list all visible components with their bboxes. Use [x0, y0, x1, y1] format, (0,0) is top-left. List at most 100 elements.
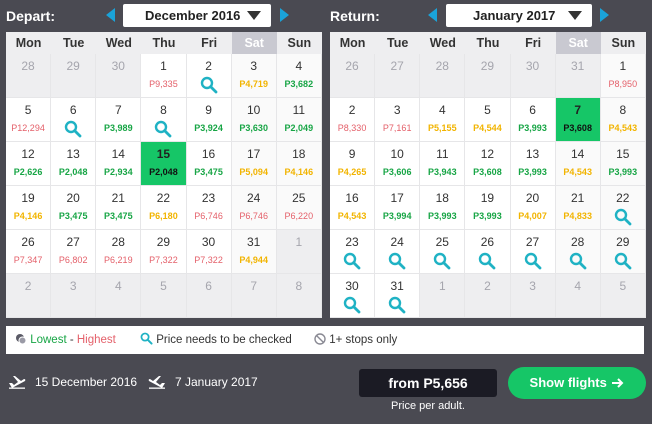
day-cell[interactable]: 13 P2,048 — [51, 142, 97, 186]
week-row: 2 3 4 5 6 7 8 — [6, 274, 322, 318]
day-cell[interactable]: 5 P12,294 — [6, 98, 52, 142]
day-cell: 2 — [465, 274, 511, 318]
day-cell[interactable]: 1 P8,950 — [600, 54, 646, 98]
day-cell[interactable]: 27 P6,802 — [51, 230, 97, 274]
day-cell[interactable]: 18 P4,146 — [276, 142, 322, 186]
day-number: 3 — [529, 279, 536, 293]
day-cell[interactable]: 6 — [51, 98, 97, 142]
day-cell[interactable]: 25 P6,220 — [276, 186, 322, 230]
day-cell[interactable]: 19 P4,146 — [6, 186, 52, 230]
day-cell[interactable]: 14 P2,934 — [96, 142, 142, 186]
day-cell: 29 — [465, 54, 511, 98]
day-number: 14 — [111, 147, 125, 161]
day-number: 22 — [156, 191, 171, 205]
day-cell[interactable]: 3 P4,719 — [231, 54, 277, 98]
day-price: P7,322 — [149, 255, 178, 265]
day-cell[interactable]: 20 P4,007 — [510, 186, 556, 230]
day-number: 1 — [619, 59, 627, 73]
day-number: 11 — [292, 103, 306, 117]
day-cell[interactable]: 11 P3,943 — [420, 142, 466, 186]
day-cell[interactable]: 12 P3,608 — [465, 142, 511, 186]
day-number: 24 — [247, 191, 261, 205]
day-cell[interactable]: 19 P3,993 — [465, 186, 511, 230]
day-cell[interactable]: 5 P4,544 — [465, 98, 511, 142]
day-cell[interactable]: 3 P7,161 — [375, 98, 421, 142]
day-cell[interactable]: 22 P6,180 — [141, 186, 187, 230]
day-number: 29 — [616, 235, 630, 249]
weekday-label: Sun — [276, 32, 322, 54]
day-cell[interactable]: 12 P2,626 — [6, 142, 52, 186]
show-flights-button[interactable]: Show flights — [508, 367, 646, 399]
day-cell[interactable]: 26 P7,347 — [6, 230, 52, 274]
day-cell[interactable]: 26 — [465, 230, 511, 274]
day-number: 2 — [348, 103, 356, 117]
day-price: P6,180 — [149, 211, 178, 221]
return-prev-month-arrow-icon[interactable] — [428, 8, 437, 22]
day-cell[interactable]: 25 — [420, 230, 466, 274]
day-cell[interactable]: 23 P6,746 — [186, 186, 232, 230]
day-cell[interactable]: 30 P7,322 — [186, 230, 232, 274]
day-cell[interactable]: 8 P4,543 — [600, 98, 646, 142]
day-cell[interactable]: 8 — [141, 98, 187, 142]
weekday-label: Thu — [141, 32, 187, 54]
day-cell[interactable]: 28 — [555, 230, 601, 274]
return-next-month-arrow-icon[interactable] — [600, 8, 609, 22]
day-cell[interactable]: 27 — [510, 230, 556, 274]
day-price: P4,544 — [473, 123, 502, 133]
day-price: P3,993 — [608, 167, 638, 177]
return-month-select[interactable]: January 2017 — [446, 4, 592, 27]
day-number: 27 — [390, 59, 404, 73]
day-price: P12,294 — [11, 123, 45, 133]
day-cell[interactable]: 10 P3,606 — [375, 142, 421, 186]
day-number: 10 — [247, 103, 261, 117]
day-cell[interactable]: 11 P2,049 — [276, 98, 322, 142]
day-cell[interactable]: 14 P4,543 — [555, 142, 601, 186]
day-cell[interactable]: 31 — [375, 274, 421, 318]
day-cell[interactable]: 21 P4,833 — [555, 186, 601, 230]
day-cell[interactable]: 4 P3,682 — [276, 54, 322, 98]
day-cell[interactable]: 24 — [375, 230, 421, 274]
day-cell[interactable]: 20 P3,475 — [51, 186, 97, 230]
day-cell[interactable]: 17 P5,094 — [231, 142, 277, 186]
day-cell[interactable]: 18 P3,993 — [420, 186, 466, 230]
day-number: 25 — [292, 191, 306, 205]
day-cell[interactable]: 28 P6,219 — [96, 230, 142, 274]
day-cell[interactable]: 1 P9,335 — [141, 54, 187, 98]
day-cell[interactable]: 22 — [600, 186, 646, 230]
day-price: P3,682 — [284, 79, 314, 89]
day-cell[interactable]: 16 P4,543 — [330, 186, 376, 230]
day-number: 22 — [616, 191, 630, 205]
day-cell[interactable]: 6 P3,993 — [510, 98, 556, 142]
day-number: 30 — [525, 59, 540, 73]
day-cell[interactable]: 2 P8,330 — [330, 98, 376, 142]
selected-day-cell[interactable]: 15 P2,048 — [141, 142, 187, 186]
day-cell[interactable]: 29 P7,322 — [141, 230, 187, 274]
day-cell[interactable]: 29 — [600, 230, 646, 274]
day-cell[interactable]: 10 P3,630 — [231, 98, 277, 142]
day-cell[interactable]: 24 P6,746 — [231, 186, 277, 230]
depart-calendar: Depart: December 2016 Mon Tue Wed Thu Fri Sat… — [0, 0, 326, 318]
day-cell[interactable]: 7 P3,989 — [96, 98, 142, 142]
day-cell[interactable]: 13 P3,993 — [510, 142, 556, 186]
day-cell[interactable]: 15 P3,993 — [600, 142, 646, 186]
depart-prev-month-arrow-icon[interactable] — [106, 8, 115, 22]
day-cell[interactable]: 17 P3,994 — [375, 186, 421, 230]
depart-next-month-arrow-icon[interactable] — [280, 8, 289, 22]
day-cell[interactable]: 9 P3,924 — [186, 98, 232, 142]
weekday-label: Mon — [6, 32, 52, 54]
day-cell[interactable]: 16 P3,475 — [186, 142, 232, 186]
day-cell[interactable]: 2 — [186, 54, 232, 98]
day-cell[interactable]: 31 P4,944 — [231, 230, 277, 274]
day-price: P7,161 — [382, 123, 412, 133]
selected-day-cell[interactable]: 7 P3,608 — [555, 98, 601, 142]
day-price: P6,802 — [58, 255, 88, 265]
legend-dash: - — [66, 334, 77, 346]
depart-month-select[interactable]: December 2016 — [123, 4, 271, 27]
day-cell[interactable]: 23 — [330, 230, 376, 274]
day-cell[interactable]: 9 P4,265 — [330, 142, 376, 186]
day-cell[interactable]: 4 P5,155 — [420, 98, 466, 142]
search-icon — [614, 208, 632, 226]
day-cell[interactable]: 30 — [330, 274, 376, 318]
day-cell[interactable]: 21 P3,475 — [96, 186, 142, 230]
weekday-label: Thu — [465, 32, 511, 54]
